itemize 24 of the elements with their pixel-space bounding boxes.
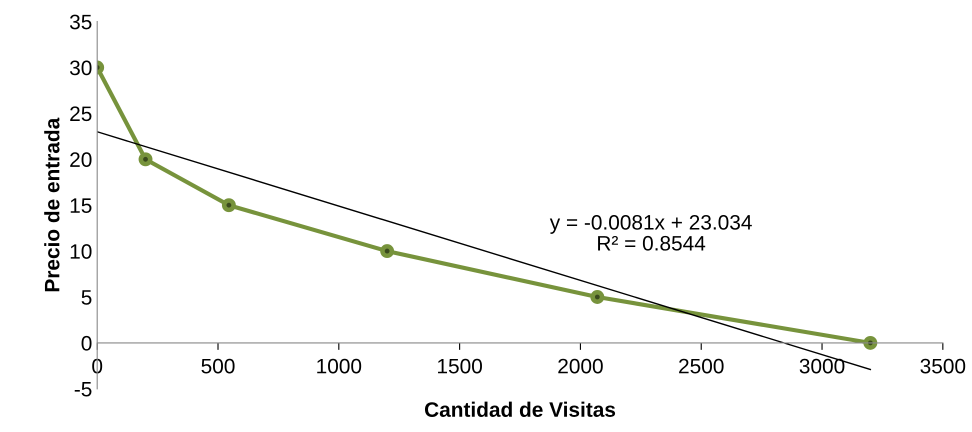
y-tick-label: 30 [70, 60, 92, 76]
point [222, 198, 236, 212]
y-tick-label: 5 [82, 290, 92, 305]
y-tick-label: 35 [70, 14, 92, 30]
x-tick-label: 3000 [800, 358, 844, 374]
y-tick-label: 15 [70, 198, 92, 213]
y-tick-label: 0 [82, 336, 92, 351]
y-tick-label: 25 [70, 106, 92, 122]
x-tick-label: 2500 [679, 358, 724, 374]
x-axis-title: Cantidad de Visitas [424, 402, 616, 417]
annotation: y = -0.0081x + 23.034 R² = 0.8544 [550, 214, 752, 251]
x-tick-label: 500 [201, 358, 235, 374]
point [138, 152, 152, 166]
y-tick-label: 10 [70, 244, 92, 259]
point [590, 290, 604, 304]
y-tick-label: -5 [74, 382, 92, 397]
x-tick-label: 3500 [920, 358, 966, 374]
y-tick-label: 20 [70, 152, 92, 168]
y-axis-title: Precio de entrada [44, 118, 60, 292]
x-tick-label: 1000 [317, 358, 362, 374]
x-tick-label: 0 [92, 358, 102, 374]
x-tick-label: 1500 [438, 358, 482, 374]
x-tick-label: 2000 [558, 358, 603, 374]
point [380, 244, 394, 258]
